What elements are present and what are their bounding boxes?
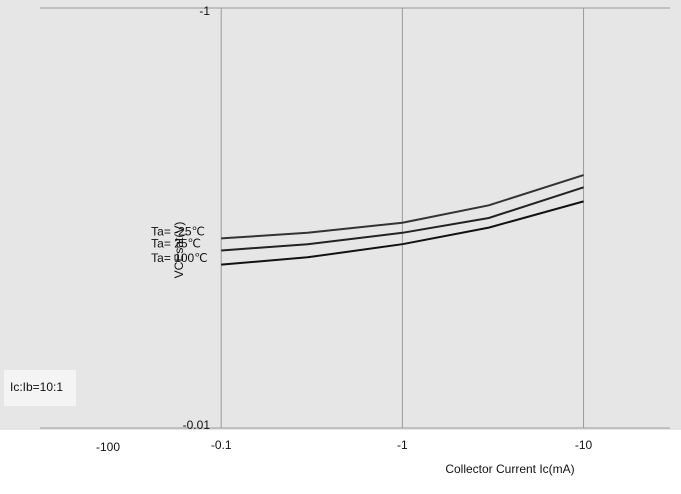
x-tick-label: -10: [575, 438, 593, 452]
note: Ic:Ib=10:1: [10, 380, 63, 394]
y-tick-label: -1: [199, 4, 210, 18]
series-line: [221, 186, 584, 252]
stray-label: -100: [96, 440, 120, 454]
x-tick-label: -1: [397, 438, 408, 452]
axis-band: [0, 430, 681, 494]
series-label: Ta= 25℃: [151, 237, 201, 251]
series-line: [221, 200, 584, 266]
x-axis-label: Collector Current Ic(mA): [445, 462, 574, 476]
series-label: Ta= -25℃: [151, 225, 205, 239]
y-axis-label: VCEsat(V): [172, 222, 186, 279]
y-tick-label: -0.01: [183, 418, 211, 432]
x-tick-label: -0.1: [211, 438, 232, 452]
note-box: [4, 370, 76, 406]
series-line: [221, 174, 584, 240]
series-label: Ta= 100℃: [151, 251, 208, 265]
